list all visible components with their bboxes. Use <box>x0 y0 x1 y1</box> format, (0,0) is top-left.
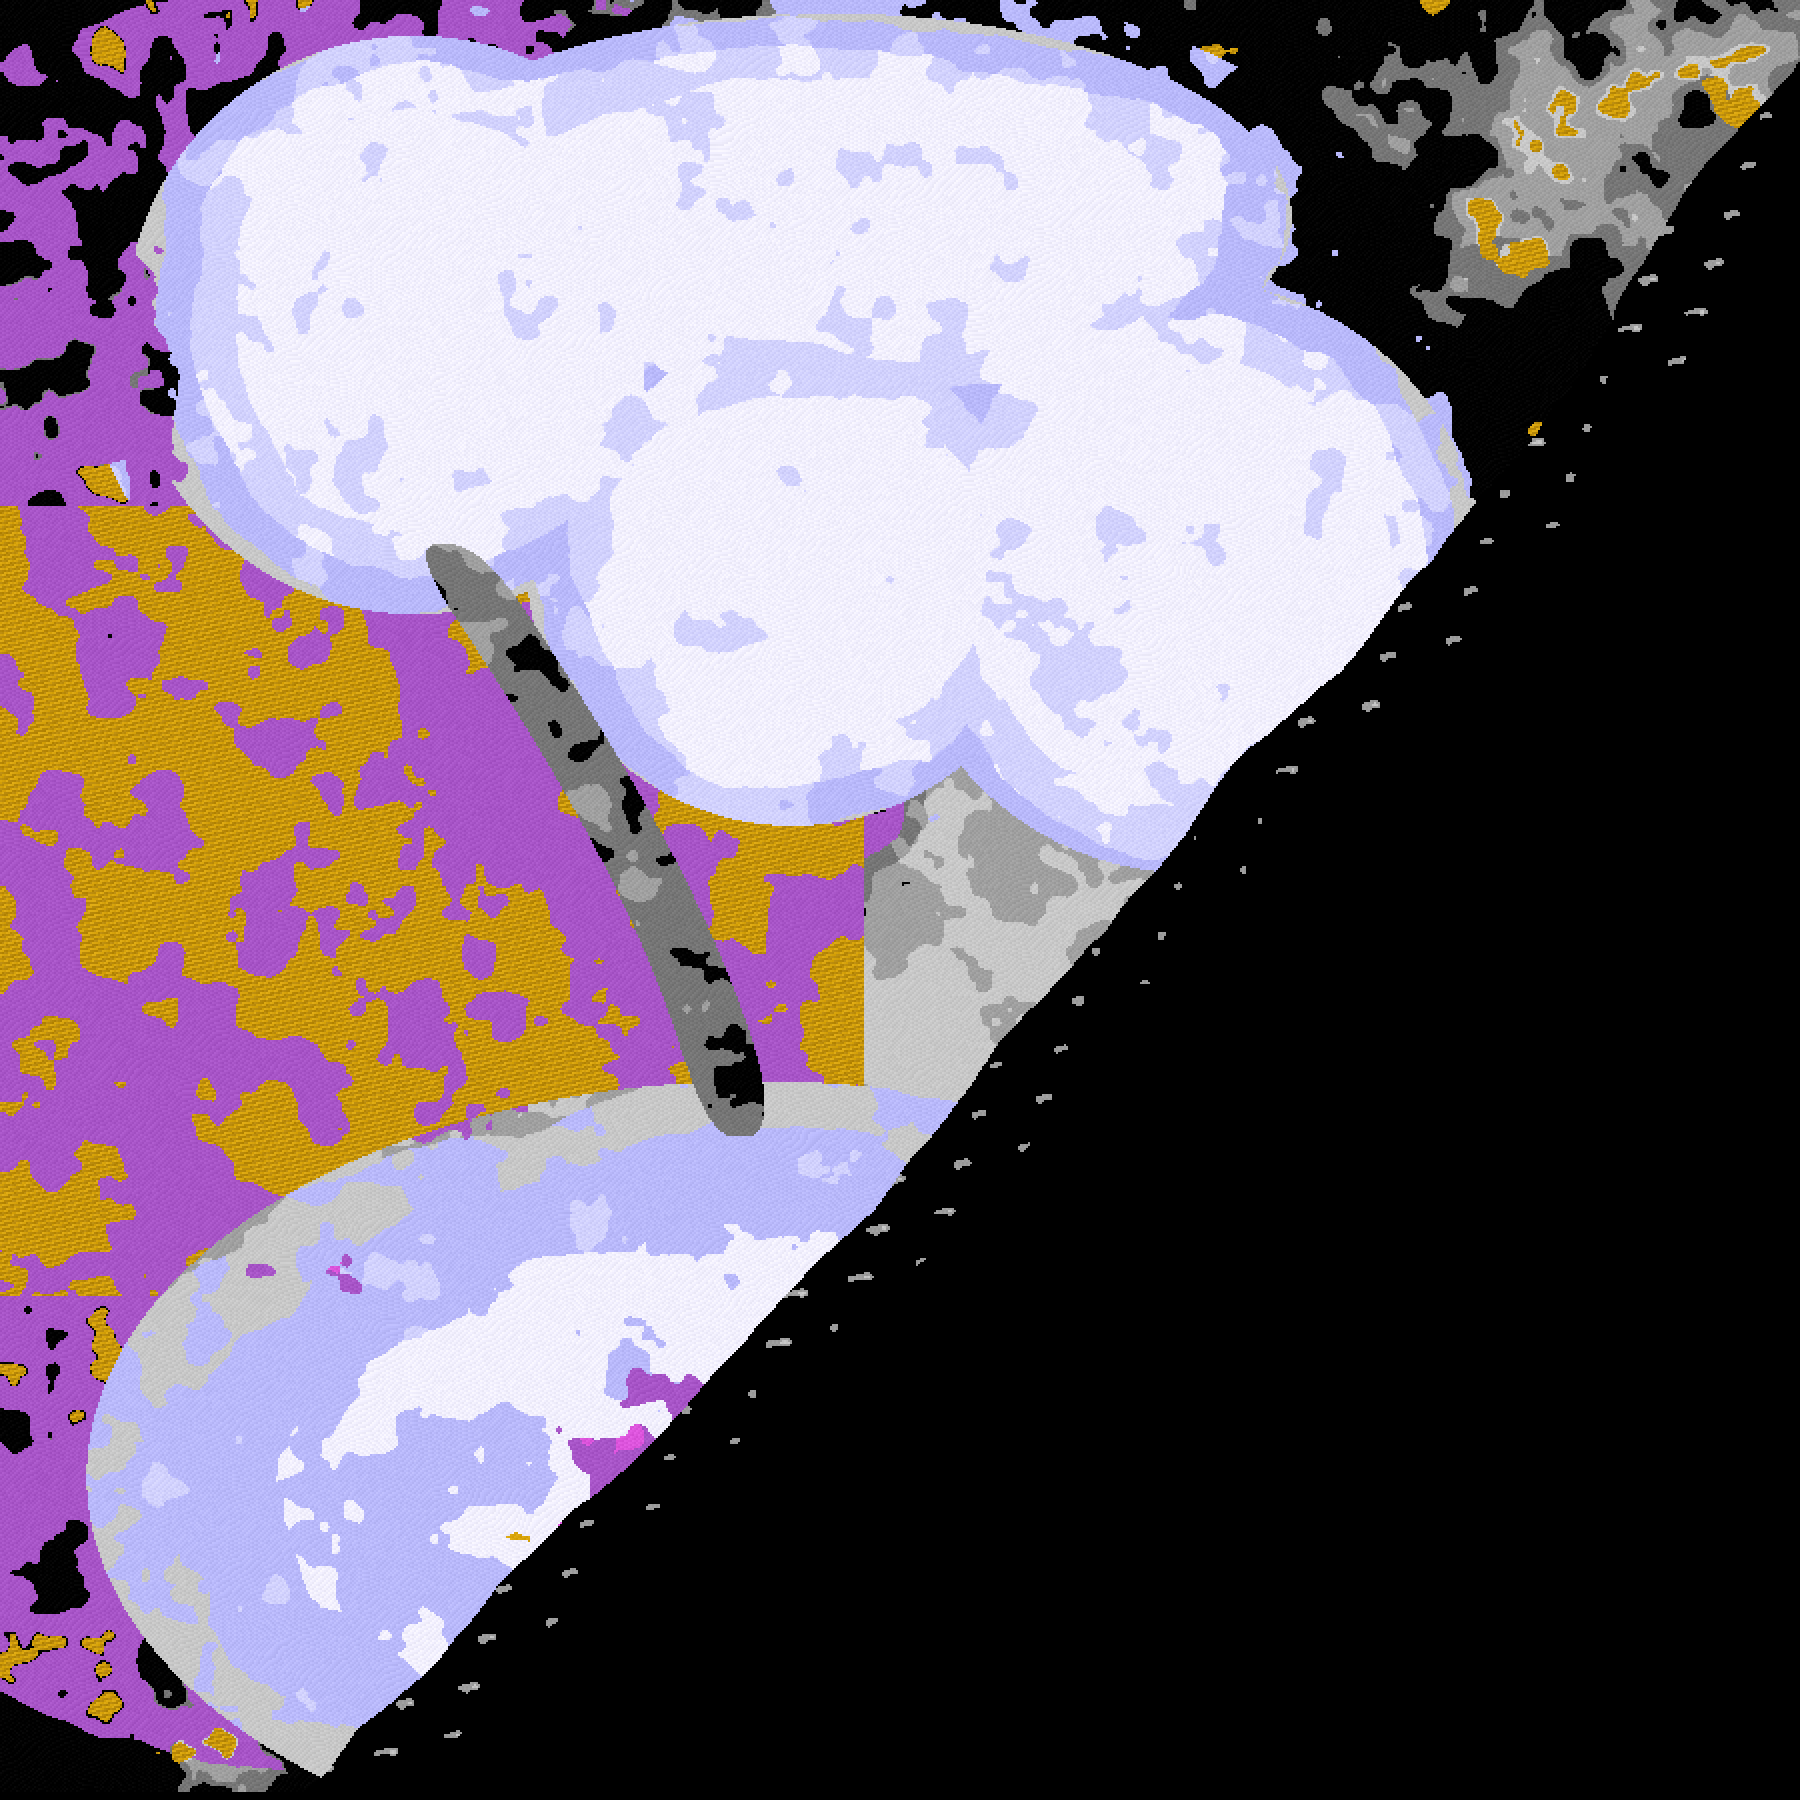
classification-raster <box>0 0 1800 1800</box>
satellite-image-viewport: satellite-classification-raster no-data … <box>0 0 1800 1800</box>
